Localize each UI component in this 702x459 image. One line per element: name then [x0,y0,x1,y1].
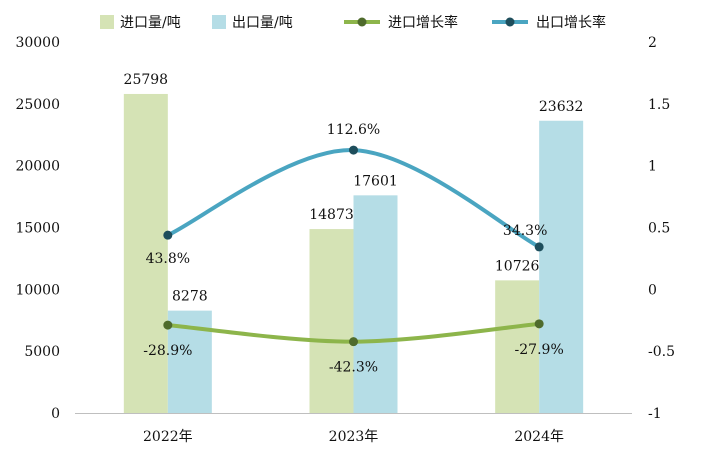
legend-marker-2 [357,17,367,27]
bar-import-0 [123,93,168,414]
bar-export-2 [539,120,584,414]
y-left-tick-label: 5000 [24,344,60,360]
legend-label: 出口增长率 [536,14,606,31]
x-tick-label: 2023年 [329,429,379,445]
point-export-growth-0 [163,230,173,240]
legend-swatch-1 [212,15,226,29]
bar-data-label: 10726 [495,258,540,274]
y-right-tick-label: -1 [648,406,662,422]
x-tick-label: 2022年 [143,429,193,445]
y-left-tick-label: 15000 [15,221,60,237]
y-left-tick-label: 30000 [15,35,60,51]
legend-label: 出口量/吨 [232,15,293,31]
line-data-label: 112.6% [327,122,380,138]
line-data-label: -27.9% [515,342,564,358]
y-left-tick-label: 0 [51,406,60,422]
line-data-label: -28.9% [143,343,192,359]
line-data-label: 34.3% [503,223,547,239]
bar-data-label: 8278 [172,289,208,305]
bar-import-1 [309,229,354,413]
x-tick-label: 2024年 [514,429,564,445]
legend-marker-3 [505,17,515,27]
point-export-growth-1 [349,145,358,155]
bar-import-2 [495,280,540,413]
line-data-label: -42.3% [329,360,378,376]
y-right-tick-label: 0.5 [648,221,670,237]
point-import-growth-1 [349,337,358,347]
line-data-label: 43.8% [146,251,190,267]
bar-data-label: 25798 [124,72,169,88]
y-right-tick-label: 2 [648,35,657,51]
y-right-tick-label: 0 [648,282,657,298]
legend-label: 进口增长率 [388,14,458,31]
legend-swatch-0 [100,15,114,29]
y-left-tick-label: 20000 [15,159,60,175]
y-right-tick-label: 1 [648,159,657,175]
bar-data-label: 23632 [539,99,584,115]
y-right-tick-label: 1.5 [648,97,670,113]
point-import-growth-2 [534,319,544,329]
y-left-tick-label: 25000 [15,97,60,113]
legend-label: 进口量/吨 [120,15,181,31]
y-right-tick-label: -0.5 [648,344,675,360]
bar-export-1 [353,195,398,413]
y-left-tick-label: 10000 [15,282,60,298]
point-export-growth-2 [534,242,544,252]
point-import-growth-0 [163,320,173,330]
bar-data-label: 14873 [309,207,354,223]
bar-data-label: 17601 [353,173,398,189]
